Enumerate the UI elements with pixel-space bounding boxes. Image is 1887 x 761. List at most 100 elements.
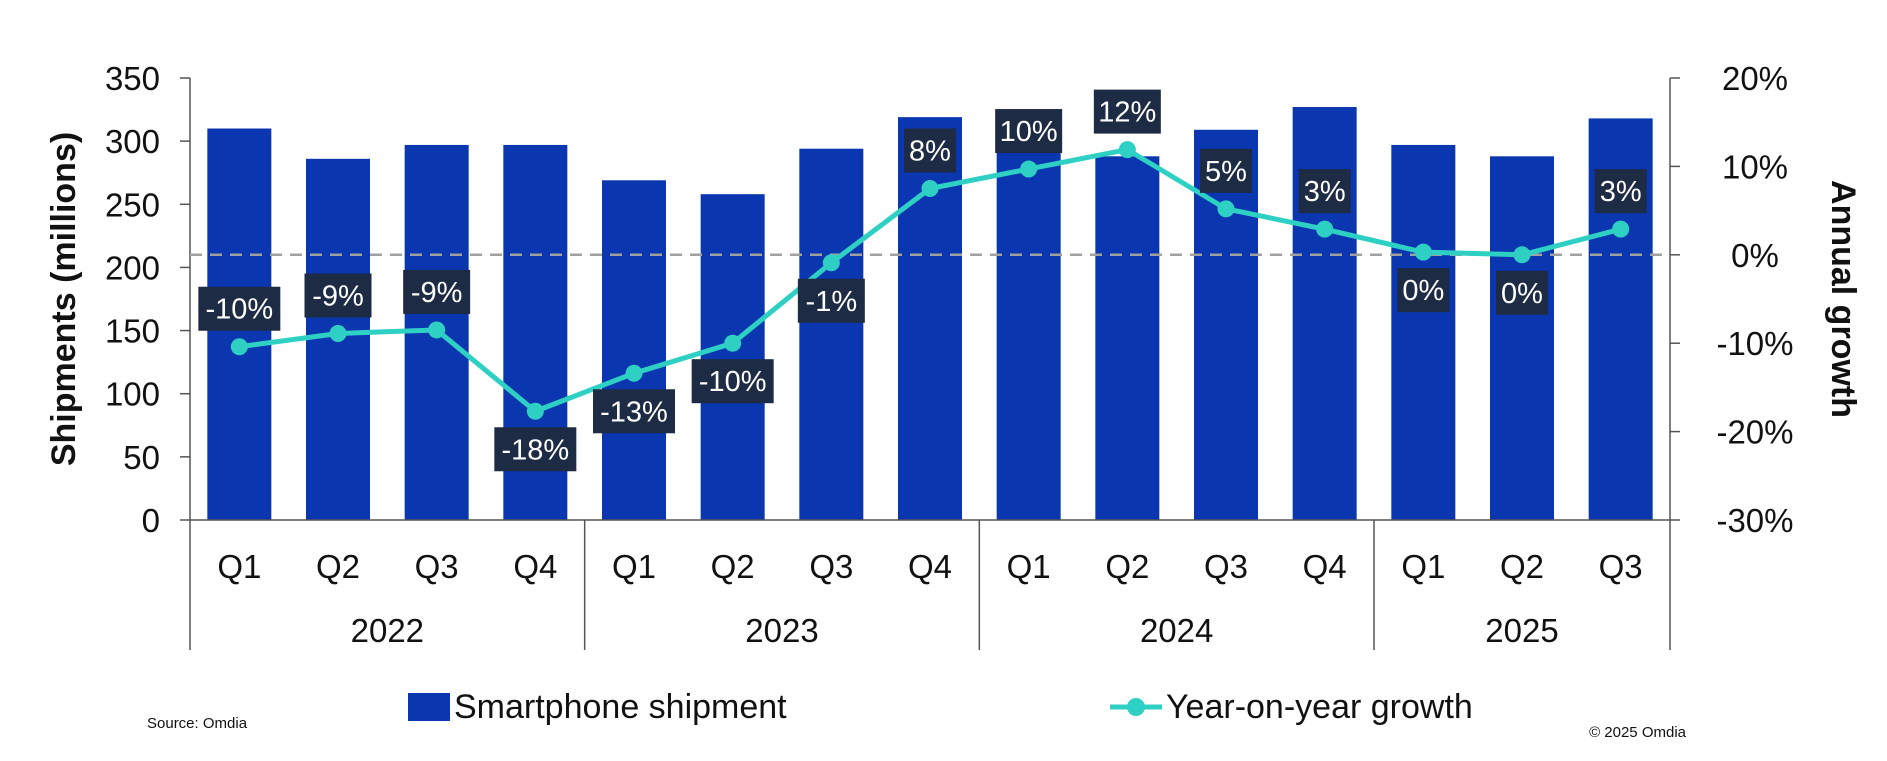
left-tick-label: 100: [105, 376, 160, 413]
growth-label: 3%: [1600, 176, 1642, 208]
growth-label: 5%: [1205, 156, 1247, 188]
legend-label-bars: Smartphone shipment: [454, 688, 787, 726]
growth-point-10: [1118, 141, 1136, 159]
y-axis-title: Shipments (millions): [45, 132, 83, 466]
legend: Smartphone shipment Year-on-year growth: [408, 688, 1473, 726]
growth-label-box: [304, 273, 372, 318]
growth-label: 10%: [1000, 116, 1058, 148]
category-label: Q1: [217, 548, 261, 585]
category-label: Q3: [1599, 548, 1643, 585]
growth-label-box: [691, 359, 774, 404]
growth-point-9: [1020, 160, 1038, 178]
category-label: Q3: [415, 548, 459, 585]
axes-layer: 0 50 100 150 200 250 300 350 -30% -20% -10% 0% 10% 20…: [45, 60, 1862, 650]
growth-point-13: [1414, 243, 1432, 261]
left-tick-label: 150: [105, 313, 160, 350]
category-label: Q1: [612, 548, 656, 585]
growth-label: 3%: [1304, 176, 1346, 208]
growth-label-box: [904, 128, 956, 173]
right-tick-label: -30%: [1716, 502, 1793, 539]
category-label: Q4: [1303, 548, 1347, 585]
growth-label: -18%: [501, 434, 569, 466]
growth-point-4: [526, 402, 544, 420]
category-label: Q1: [1401, 548, 1445, 585]
category-label: Q3: [809, 548, 853, 585]
category-label: Q2: [1500, 548, 1544, 585]
line-layer: [230, 141, 1630, 420]
right-tick-label: -10%: [1716, 325, 1793, 362]
growth-label: -13%: [600, 396, 668, 428]
right-tick-label: 0%: [1731, 237, 1779, 274]
growth-label-box: [403, 269, 471, 314]
source-note: Source: Omdia: [147, 715, 248, 732]
bar-5: [602, 180, 666, 520]
group-label-2023: 2023: [745, 612, 818, 649]
growth-point-6: [724, 334, 742, 352]
growth-label-box: [995, 109, 1063, 154]
bar-13: [1391, 144, 1456, 520]
category-label: Q4: [513, 548, 557, 585]
bar-12: [1292, 107, 1357, 520]
growth-label-box: [198, 286, 281, 331]
legend-swatch-bars: [408, 693, 450, 721]
growth-label-box: [797, 278, 865, 323]
bar-8: [898, 117, 962, 521]
growth-label-box: [593, 389, 675, 434]
bar-14: [1490, 156, 1554, 520]
y2-axis-title: Annual growth: [1824, 180, 1862, 418]
growth-label-box: [1200, 148, 1252, 193]
growth-point-12: [1316, 220, 1334, 238]
right-tick-label: -20%: [1716, 414, 1793, 451]
growth-label-box: [494, 427, 577, 472]
growth-label-box: [1496, 270, 1548, 315]
growth-label: 12%: [1098, 97, 1156, 129]
growth-label-box: [1298, 169, 1351, 214]
growth-label-box: [1594, 169, 1647, 214]
category-label: Q3: [1204, 548, 1248, 585]
growth-label-box: [1397, 268, 1450, 313]
left-tick-label: 350: [105, 60, 160, 97]
growth-point-3: [428, 321, 446, 339]
category-label: Q2: [1105, 548, 1149, 585]
growth-label-box: [1093, 89, 1161, 134]
bars-layer: [207, 107, 1653, 521]
copyright-note: © 2025 Omdia: [1589, 724, 1687, 741]
group-label-2025: 2025: [1485, 612, 1558, 649]
growth-point-7: [822, 254, 840, 272]
right-tick-label: 10%: [1722, 148, 1788, 185]
growth-label: -1%: [806, 286, 858, 318]
bar-6: [700, 194, 765, 520]
growth-point-14: [1513, 246, 1531, 264]
category-label: Q2: [711, 548, 755, 585]
growth-point-5: [625, 364, 643, 382]
right-tick-label: 20%: [1722, 60, 1788, 97]
growth-label: -9%: [411, 277, 463, 309]
group-label-2022: 2022: [351, 612, 424, 649]
growth-label: -10%: [205, 294, 273, 326]
growth-label: 0%: [1402, 275, 1444, 307]
growth-label: -9%: [312, 280, 364, 312]
left-tick-label: 250: [105, 186, 160, 223]
growth-point-2: [329, 324, 347, 342]
growth-point-1: [230, 338, 248, 356]
bar-10: [1095, 156, 1160, 520]
growth-label: 8%: [909, 136, 951, 168]
category-label: Q2: [316, 548, 360, 585]
growth-point-11: [1217, 200, 1235, 218]
category-label: Q1: [1007, 548, 1051, 585]
growth-label: -10%: [699, 366, 767, 398]
data-labels-layer: -10% -9% -9% -18% -13% -10% -1% 8% 10% 12% 5% 3% 0% 0…: [198, 89, 1647, 472]
growth-point-15: [1612, 220, 1630, 238]
category-label: Q4: [908, 548, 952, 585]
legend-label-line: Year-on-year growth: [1166, 688, 1473, 726]
left-tick-label: 300: [105, 123, 160, 160]
left-tick-label: 200: [105, 249, 160, 286]
growth-point-8: [921, 180, 939, 197]
bar-9: [996, 147, 1061, 520]
legend-swatch-marker: [1127, 698, 1145, 716]
growth-label: 0%: [1501, 278, 1543, 310]
bar-7: [799, 148, 864, 520]
left-tick-label: 50: [123, 439, 160, 476]
